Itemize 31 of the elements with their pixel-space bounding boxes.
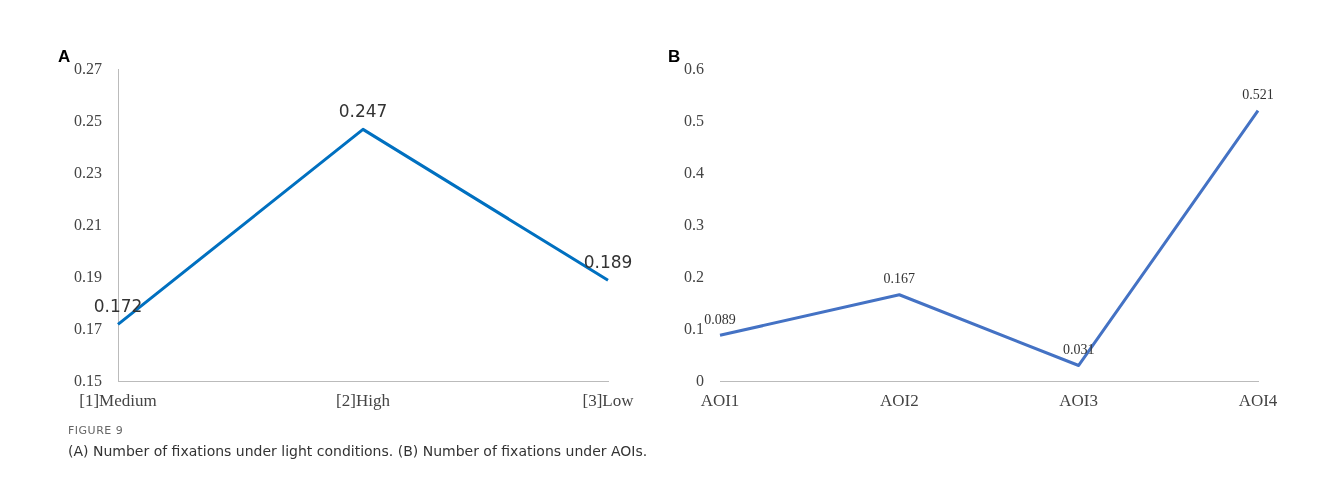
data-label: 0.089 bbox=[704, 311, 736, 327]
data-label: 0.247 bbox=[338, 101, 388, 122]
x-tick-label: AOI4 bbox=[1238, 391, 1278, 411]
y-tick-label: 0.25 bbox=[74, 111, 102, 129]
x-tick-label: [2]High bbox=[336, 391, 391, 411]
y-tick-label: 0.2 bbox=[684, 267, 704, 285]
x-tick-label: AOI3 bbox=[1059, 391, 1099, 411]
y-tick-label: 0 bbox=[696, 371, 704, 389]
data-label: 0.167 bbox=[883, 271, 916, 287]
y-tick-label: 0.17 bbox=[74, 319, 102, 337]
text: (A) Number of fixations under light conditions. (B) Number of fixations under AOIs. bbox=[68, 443, 648, 459]
y-tick-label: 0.27 bbox=[74, 59, 102, 77]
y-tick-label: 0.5 bbox=[684, 111, 704, 129]
x-tick-label: [3]Low bbox=[582, 391, 635, 411]
data-label: 0.521 bbox=[1242, 87, 1274, 103]
y-tick-label: 0.19 bbox=[74, 267, 102, 285]
y-tick-label: 0.3 bbox=[684, 215, 704, 233]
y-tick-label: 0.15 bbox=[74, 371, 102, 389]
text: FIGURE 9 bbox=[68, 424, 125, 437]
x-tick-label: [1]Medium bbox=[79, 391, 157, 411]
y-tick-label: 0.23 bbox=[74, 163, 102, 181]
y-tick-label: 0.4 bbox=[684, 163, 704, 181]
chart-title: B bbox=[668, 47, 681, 67]
data-label: 0.172 bbox=[93, 296, 143, 317]
x-tick-label: AOI1 bbox=[700, 391, 740, 411]
y-tick-label: 0.1 bbox=[684, 319, 704, 337]
y-tick-label: 0.21 bbox=[74, 215, 102, 233]
x-tick-label: AOI2 bbox=[879, 391, 919, 411]
y-tick-label: 0.6 bbox=[684, 59, 704, 77]
data-label: 0.189 bbox=[583, 252, 633, 273]
chart-title: A bbox=[58, 47, 71, 67]
